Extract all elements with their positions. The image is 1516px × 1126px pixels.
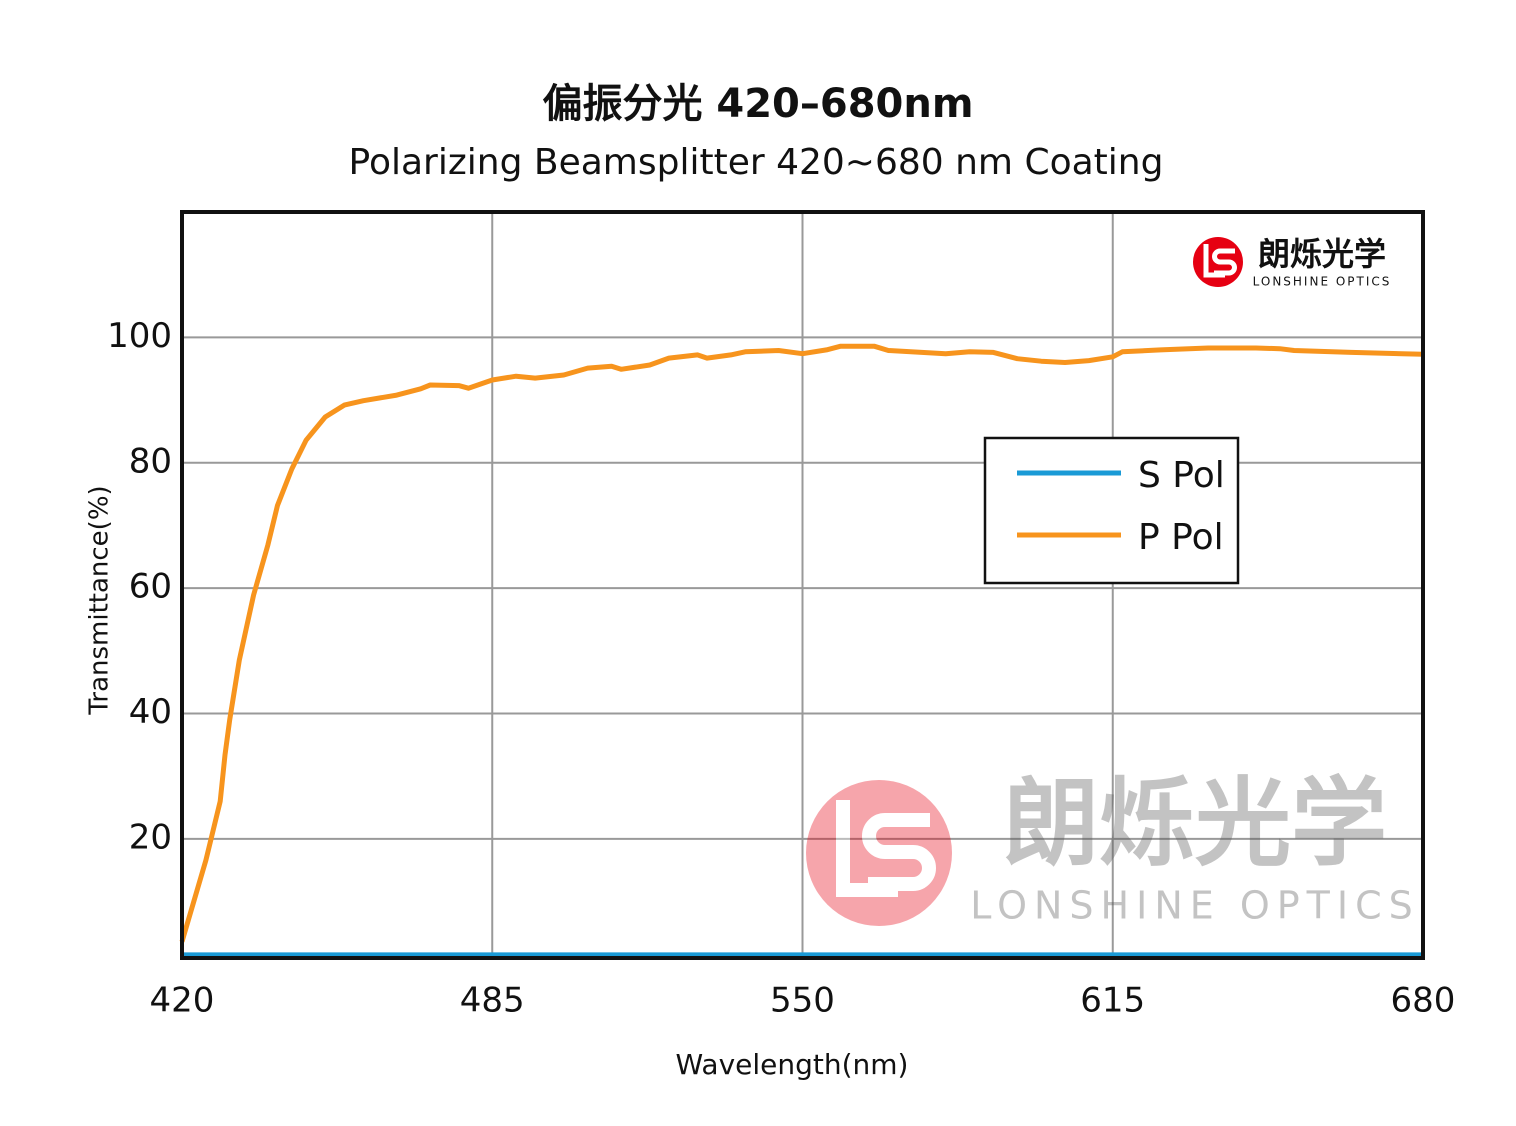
legend-label: S Pol <box>1138 455 1225 496</box>
x-tick-label: 485 <box>460 981 525 1021</box>
plot-frame <box>180 210 1425 960</box>
y-tick-label: 60 <box>129 567 172 607</box>
y-tick-label: 40 <box>129 692 172 732</box>
x-tick-label: 680 <box>1391 981 1456 1021</box>
y-tick-label: 80 <box>129 441 172 481</box>
logo-name: 朗烁光学 <box>1258 235 1386 273</box>
chart-subtitle: Polarizing Beamsplitter 420~680 nm Coati… <box>349 142 1164 183</box>
x-tick-label: 420 <box>150 981 215 1021</box>
legend: S Pol P Pol <box>983 436 1240 585</box>
logo: 朗烁光学 LONSHINE OPTICS <box>1193 235 1392 289</box>
legend-label: P Pol <box>1138 517 1224 558</box>
series-line <box>179 343 1424 943</box>
y-tick-label: 100 <box>107 316 172 356</box>
logo-subtitle: LONSHINE OPTICS <box>1253 275 1392 289</box>
x-tick-label: 615 <box>1080 981 1145 1021</box>
y-tick-label: 20 <box>129 817 172 857</box>
watermark-subtitle: LONSHINE OPTICS <box>970 884 1419 928</box>
x-axis-label: Wavelength(nm) <box>676 1048 909 1081</box>
x-tick-label: 550 <box>770 981 835 1021</box>
y-axis-label: Transmittance(%) <box>85 485 115 715</box>
legend-box <box>983 436 1240 585</box>
chart-title: 偏振分光 420–680nm <box>542 81 973 127</box>
plot-lines <box>179 343 1424 958</box>
watermark-logo <box>806 780 952 926</box>
watermark-name: 朗烁光学 <box>1003 767 1387 879</box>
watermark: 朗烁光学 LONSHINE OPTICS <box>806 767 1419 928</box>
